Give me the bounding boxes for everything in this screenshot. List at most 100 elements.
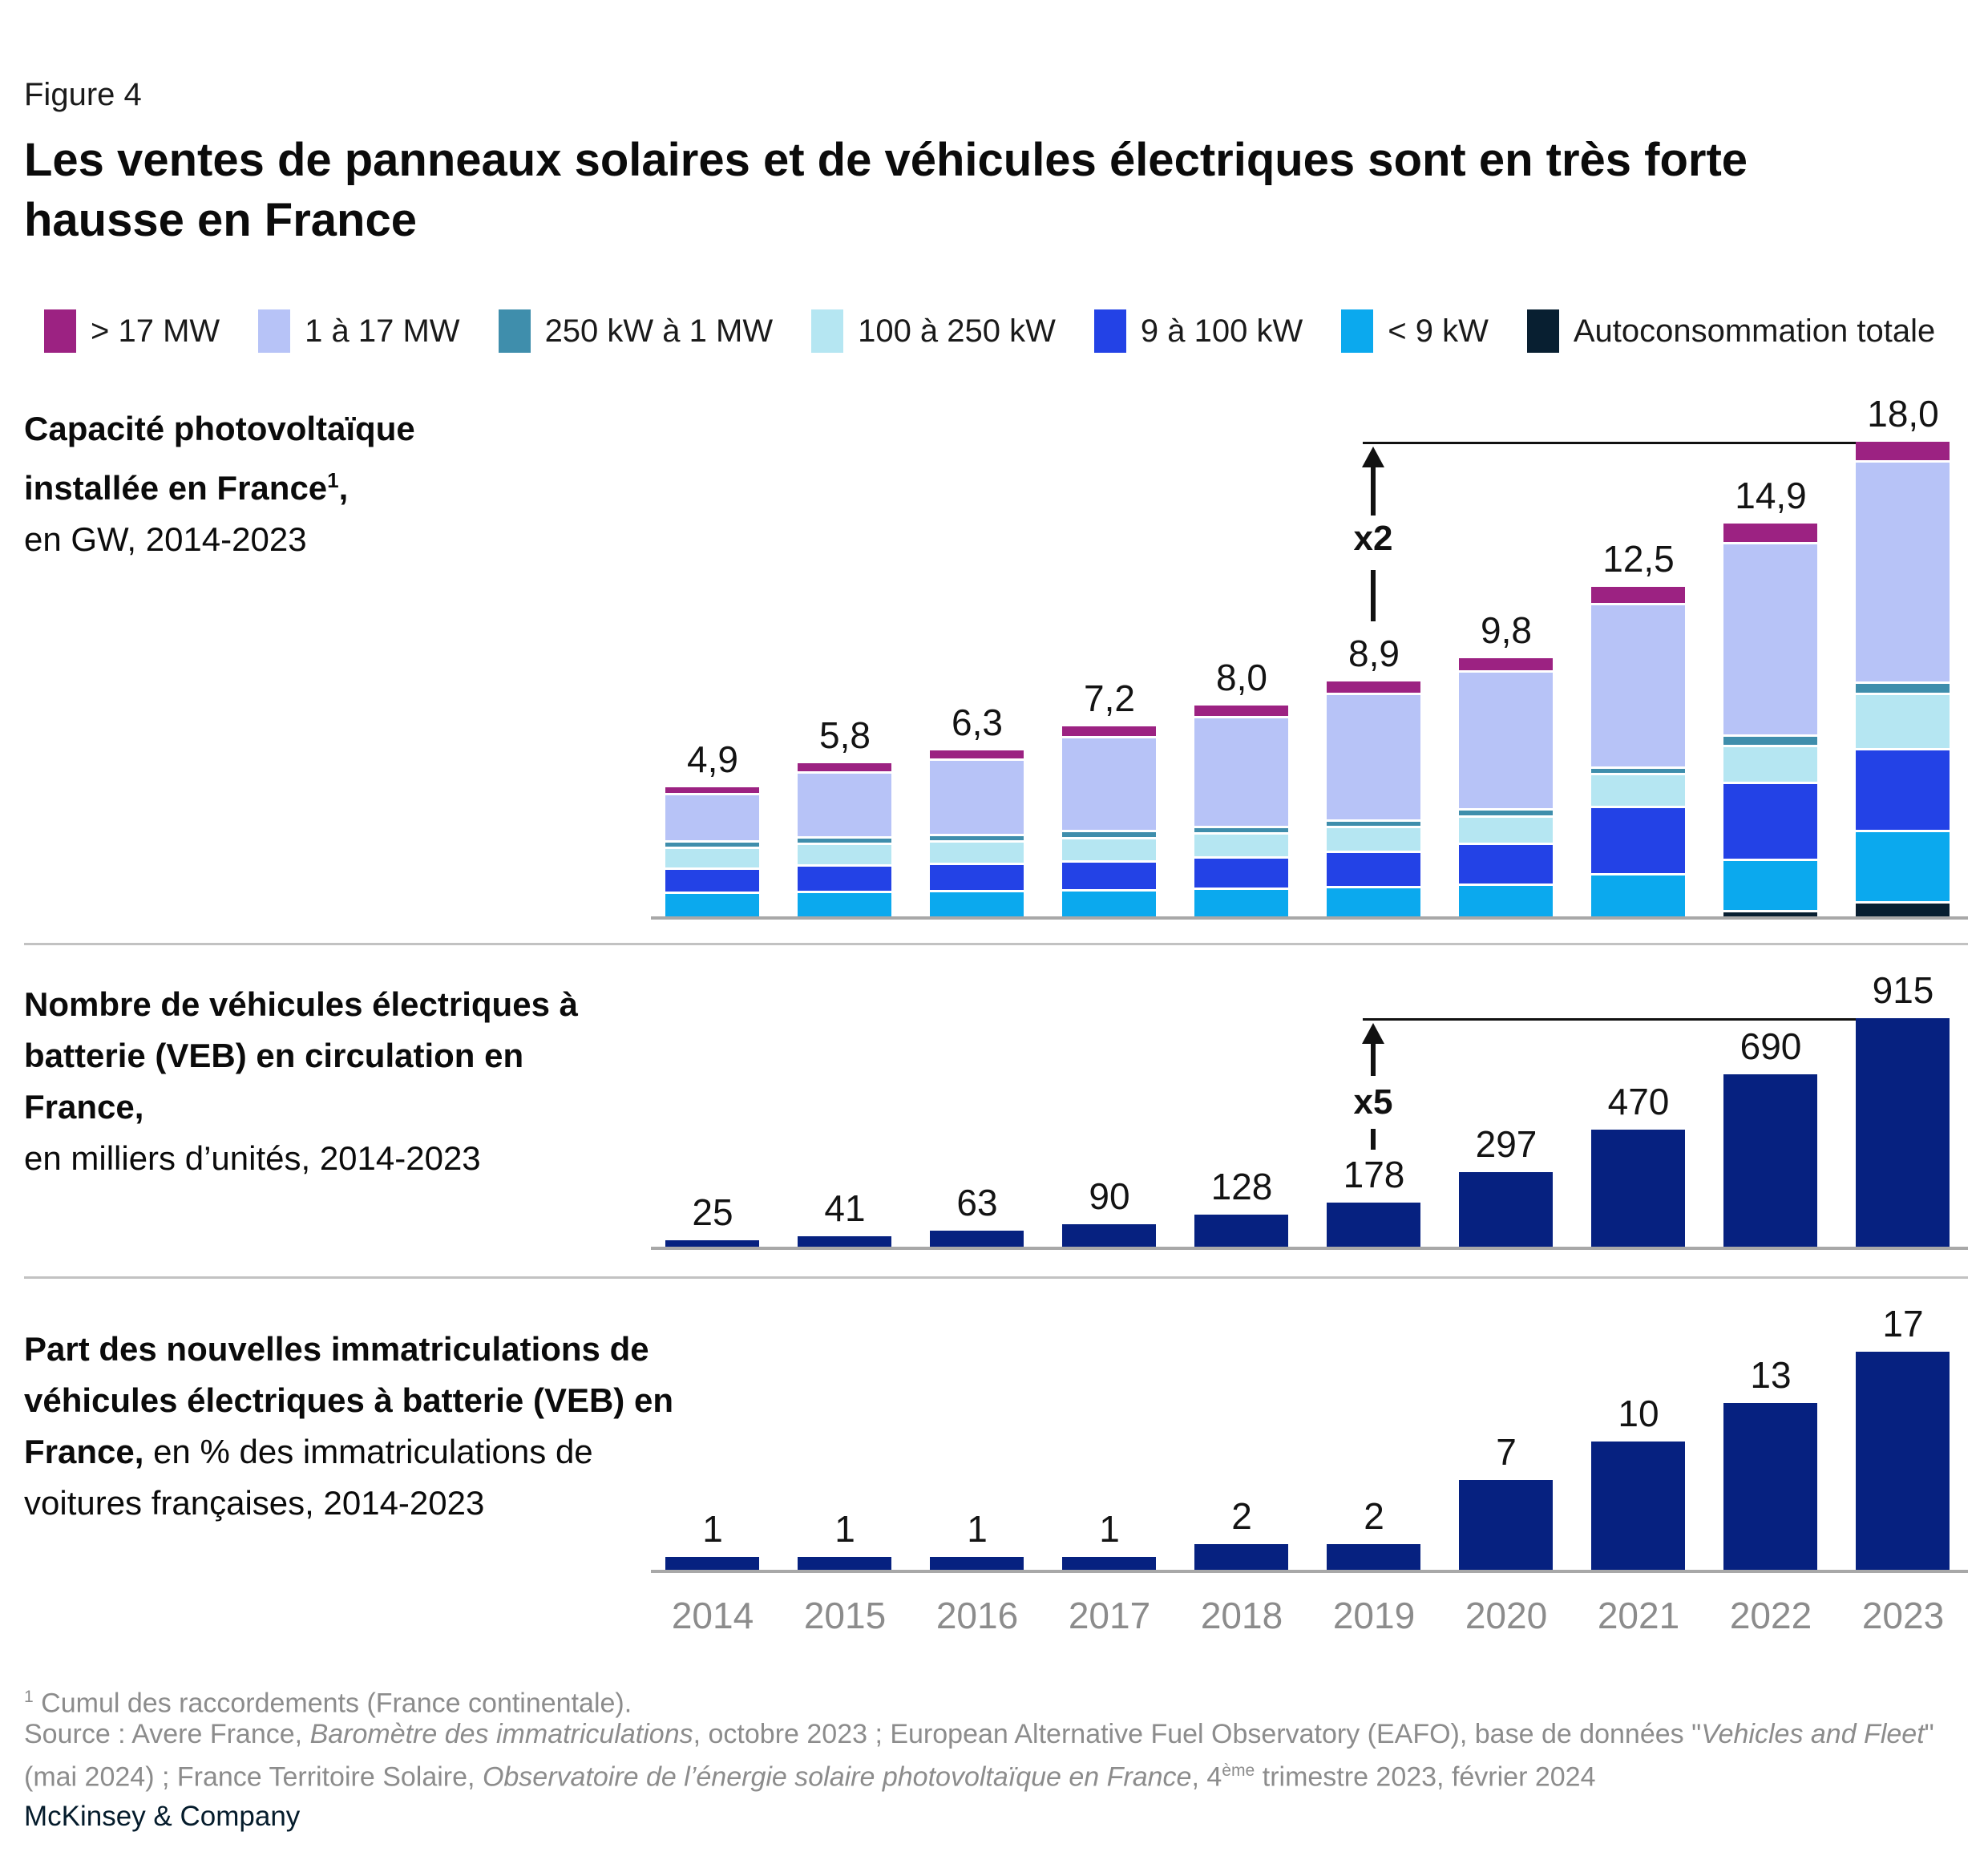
segment--9-kw-2015 xyxy=(798,893,891,916)
segment-1-17-mw-2020 xyxy=(1459,672,1553,811)
segment--17-mw-2014 xyxy=(665,786,759,795)
annotation-arrowhead-pv-capacity xyxy=(1362,447,1384,467)
bar-bev-share-2014 xyxy=(665,1557,759,1570)
bar-pv-capacity-2016 xyxy=(930,750,1024,916)
chart3-baseline xyxy=(651,1570,1968,1573)
x-axis-label-2023: 2023 xyxy=(1861,1595,1945,1636)
segment-250-kw-1-mw-2016 xyxy=(930,835,1024,843)
legend-swatch xyxy=(258,309,291,353)
bar-value-label-bev-share-2017: 1 xyxy=(1099,1508,1120,1550)
segment-autoconsommation-totale-2023 xyxy=(1856,903,1950,916)
segment-9-100-kw-2016 xyxy=(930,864,1024,893)
x-axis-label-2014: 2014 xyxy=(671,1595,754,1636)
bar-value-label-pv-capacity-2018: 8,0 xyxy=(1216,656,1267,698)
footnote-1: 1 Cumul des raccordements (France contin… xyxy=(24,1688,632,1719)
segment-1-17-mw-2015 xyxy=(798,774,891,839)
segment-1-17-mw-2022 xyxy=(1723,544,1817,738)
segment--9-kw-2014 xyxy=(665,894,759,916)
segment-9-100-kw-2014 xyxy=(665,870,759,894)
bar-bev-share-2016 xyxy=(930,1557,1024,1570)
bar-value-label-bev-fleet-2020: 297 xyxy=(1475,1123,1537,1166)
annotation-dash-bev-fleet xyxy=(1371,1129,1376,1150)
legend-swatch xyxy=(1341,309,1374,353)
segment-100-250-kw-2018 xyxy=(1194,834,1288,859)
legend-item: 9 à 100 kW xyxy=(1093,309,1303,353)
chart1-baseline xyxy=(651,916,1968,920)
legend-label: 100 à 250 kW xyxy=(858,313,1056,349)
bar-value-label-pv-capacity-2019: 8,9 xyxy=(1348,633,1400,675)
bar-value-label-bev-fleet-2017: 90 xyxy=(1089,1175,1130,1217)
bar-value-label-bev-fleet-2016: 63 xyxy=(956,1182,998,1224)
bar-value-label-bev-share-2021: 10 xyxy=(1618,1393,1659,1434)
segment-100-250-kw-2016 xyxy=(930,842,1024,865)
bar-bev-share-2023 xyxy=(1856,1352,1950,1570)
bar-bev-fleet-2014 xyxy=(665,1240,759,1247)
bar-bev-fleet-2020 xyxy=(1459,1172,1553,1247)
legend-item: 1 à 17 MW xyxy=(258,309,460,353)
annotation-multiplier-bev-fleet: x5 xyxy=(1353,1082,1393,1122)
segment-1-17-mw-2023 xyxy=(1856,463,1950,685)
segment-9-100-kw-2017 xyxy=(1062,862,1156,892)
bar-value-label-pv-capacity-2015: 5,8 xyxy=(819,714,871,757)
bar-bev-share-2019 xyxy=(1327,1544,1420,1570)
mckinsey-logo-text: McKinsey & Company xyxy=(24,1801,301,1832)
segment-autoconsommation-totale-2022 xyxy=(1723,912,1817,916)
segment--17-mw-2015 xyxy=(798,763,891,774)
chart1-label-unit: en GW, 2014-2023 xyxy=(24,520,307,558)
segment-250-kw-1-mw-2017 xyxy=(1062,832,1156,839)
x-axis-label-2017: 2017 xyxy=(1068,1595,1151,1636)
segment-100-250-kw-2022 xyxy=(1723,747,1817,785)
bar-bev-share-2020 xyxy=(1459,1480,1553,1570)
segment-9-100-kw-2018 xyxy=(1194,858,1288,891)
legend-swatch xyxy=(498,309,531,353)
legend-label: 250 kW à 1 MW xyxy=(544,313,774,349)
annotation-arrow-shaft-pv-capacity xyxy=(1371,466,1376,516)
x-axis-label-2022: 2022 xyxy=(1729,1595,1812,1636)
annotation-line-bev-fleet xyxy=(1363,1018,1856,1021)
bar-pv-capacity-2019 xyxy=(1327,681,1420,916)
bar-value-label-bev-fleet-2015: 41 xyxy=(824,1187,866,1230)
segment--9-kw-2016 xyxy=(930,892,1024,916)
annotation-line-pv-capacity xyxy=(1363,442,1856,444)
segment-250-kw-1-mw-2015 xyxy=(798,838,891,846)
x-axis-label-2020: 2020 xyxy=(1465,1595,1548,1636)
legend-swatch xyxy=(1526,309,1559,353)
bar-bev-share-2018 xyxy=(1194,1544,1288,1570)
bar-value-label-bev-fleet-2021: 470 xyxy=(1607,1080,1670,1122)
segment--17-mw-2021 xyxy=(1591,586,1685,605)
legend-label: < 9 kW xyxy=(1388,313,1489,349)
legend-swatch xyxy=(1093,309,1126,353)
bar-value-label-bev-share-2019: 2 xyxy=(1364,1495,1384,1537)
bar-value-label-bev-fleet-2022: 690 xyxy=(1740,1025,1802,1068)
segment--9-kw-2018 xyxy=(1194,890,1288,916)
segment--17-mw-2023 xyxy=(1856,441,1950,463)
x-axis-label-2016: 2016 xyxy=(935,1595,1019,1636)
bar-pv-capacity-2015 xyxy=(798,763,891,916)
chart1-section-label: Capacité photovoltaïque installée en Fra… xyxy=(24,403,473,565)
legend-label: > 17 MW xyxy=(91,313,220,349)
bar-value-label-bev-share-2015: 1 xyxy=(834,1508,855,1550)
bar-value-label-bev-share-2020: 7 xyxy=(1496,1431,1517,1473)
chart2-section-label: Nombre de véhicules électriques à batter… xyxy=(24,979,585,1184)
segment--17-mw-2017 xyxy=(1062,726,1156,738)
bar-value-label-bev-fleet-2019: 178 xyxy=(1343,1153,1405,1195)
figure-title: Les ventes de panneaux solaires et de vé… xyxy=(24,134,1748,247)
annotation-multiplier-pv-capacity: x2 xyxy=(1353,519,1393,558)
bar-pv-capacity-2018 xyxy=(1194,705,1288,916)
legend-swatch xyxy=(44,309,76,353)
segment--9-kw-2020 xyxy=(1459,886,1553,916)
x-axis-label-2015: 2015 xyxy=(803,1595,887,1636)
segment--17-mw-2019 xyxy=(1327,681,1420,695)
segment-100-250-kw-2021 xyxy=(1591,774,1685,809)
bar-bev-share-2017 xyxy=(1062,1557,1156,1570)
legend-item: 100 à 250 kW xyxy=(811,309,1056,353)
segment--17-mw-2020 xyxy=(1459,657,1553,673)
bar-value-label-bev-fleet-2018: 128 xyxy=(1210,1166,1273,1208)
segment-100-250-kw-2020 xyxy=(1459,817,1553,846)
bar-bev-fleet-2019 xyxy=(1327,1202,1420,1247)
legend-label: 9 à 100 kW xyxy=(1140,313,1303,349)
segment-250-kw-1-mw-2019 xyxy=(1327,821,1420,828)
legend-item: < 9 kW xyxy=(1341,309,1489,353)
bar-bev-fleet-2022 xyxy=(1723,1074,1817,1247)
